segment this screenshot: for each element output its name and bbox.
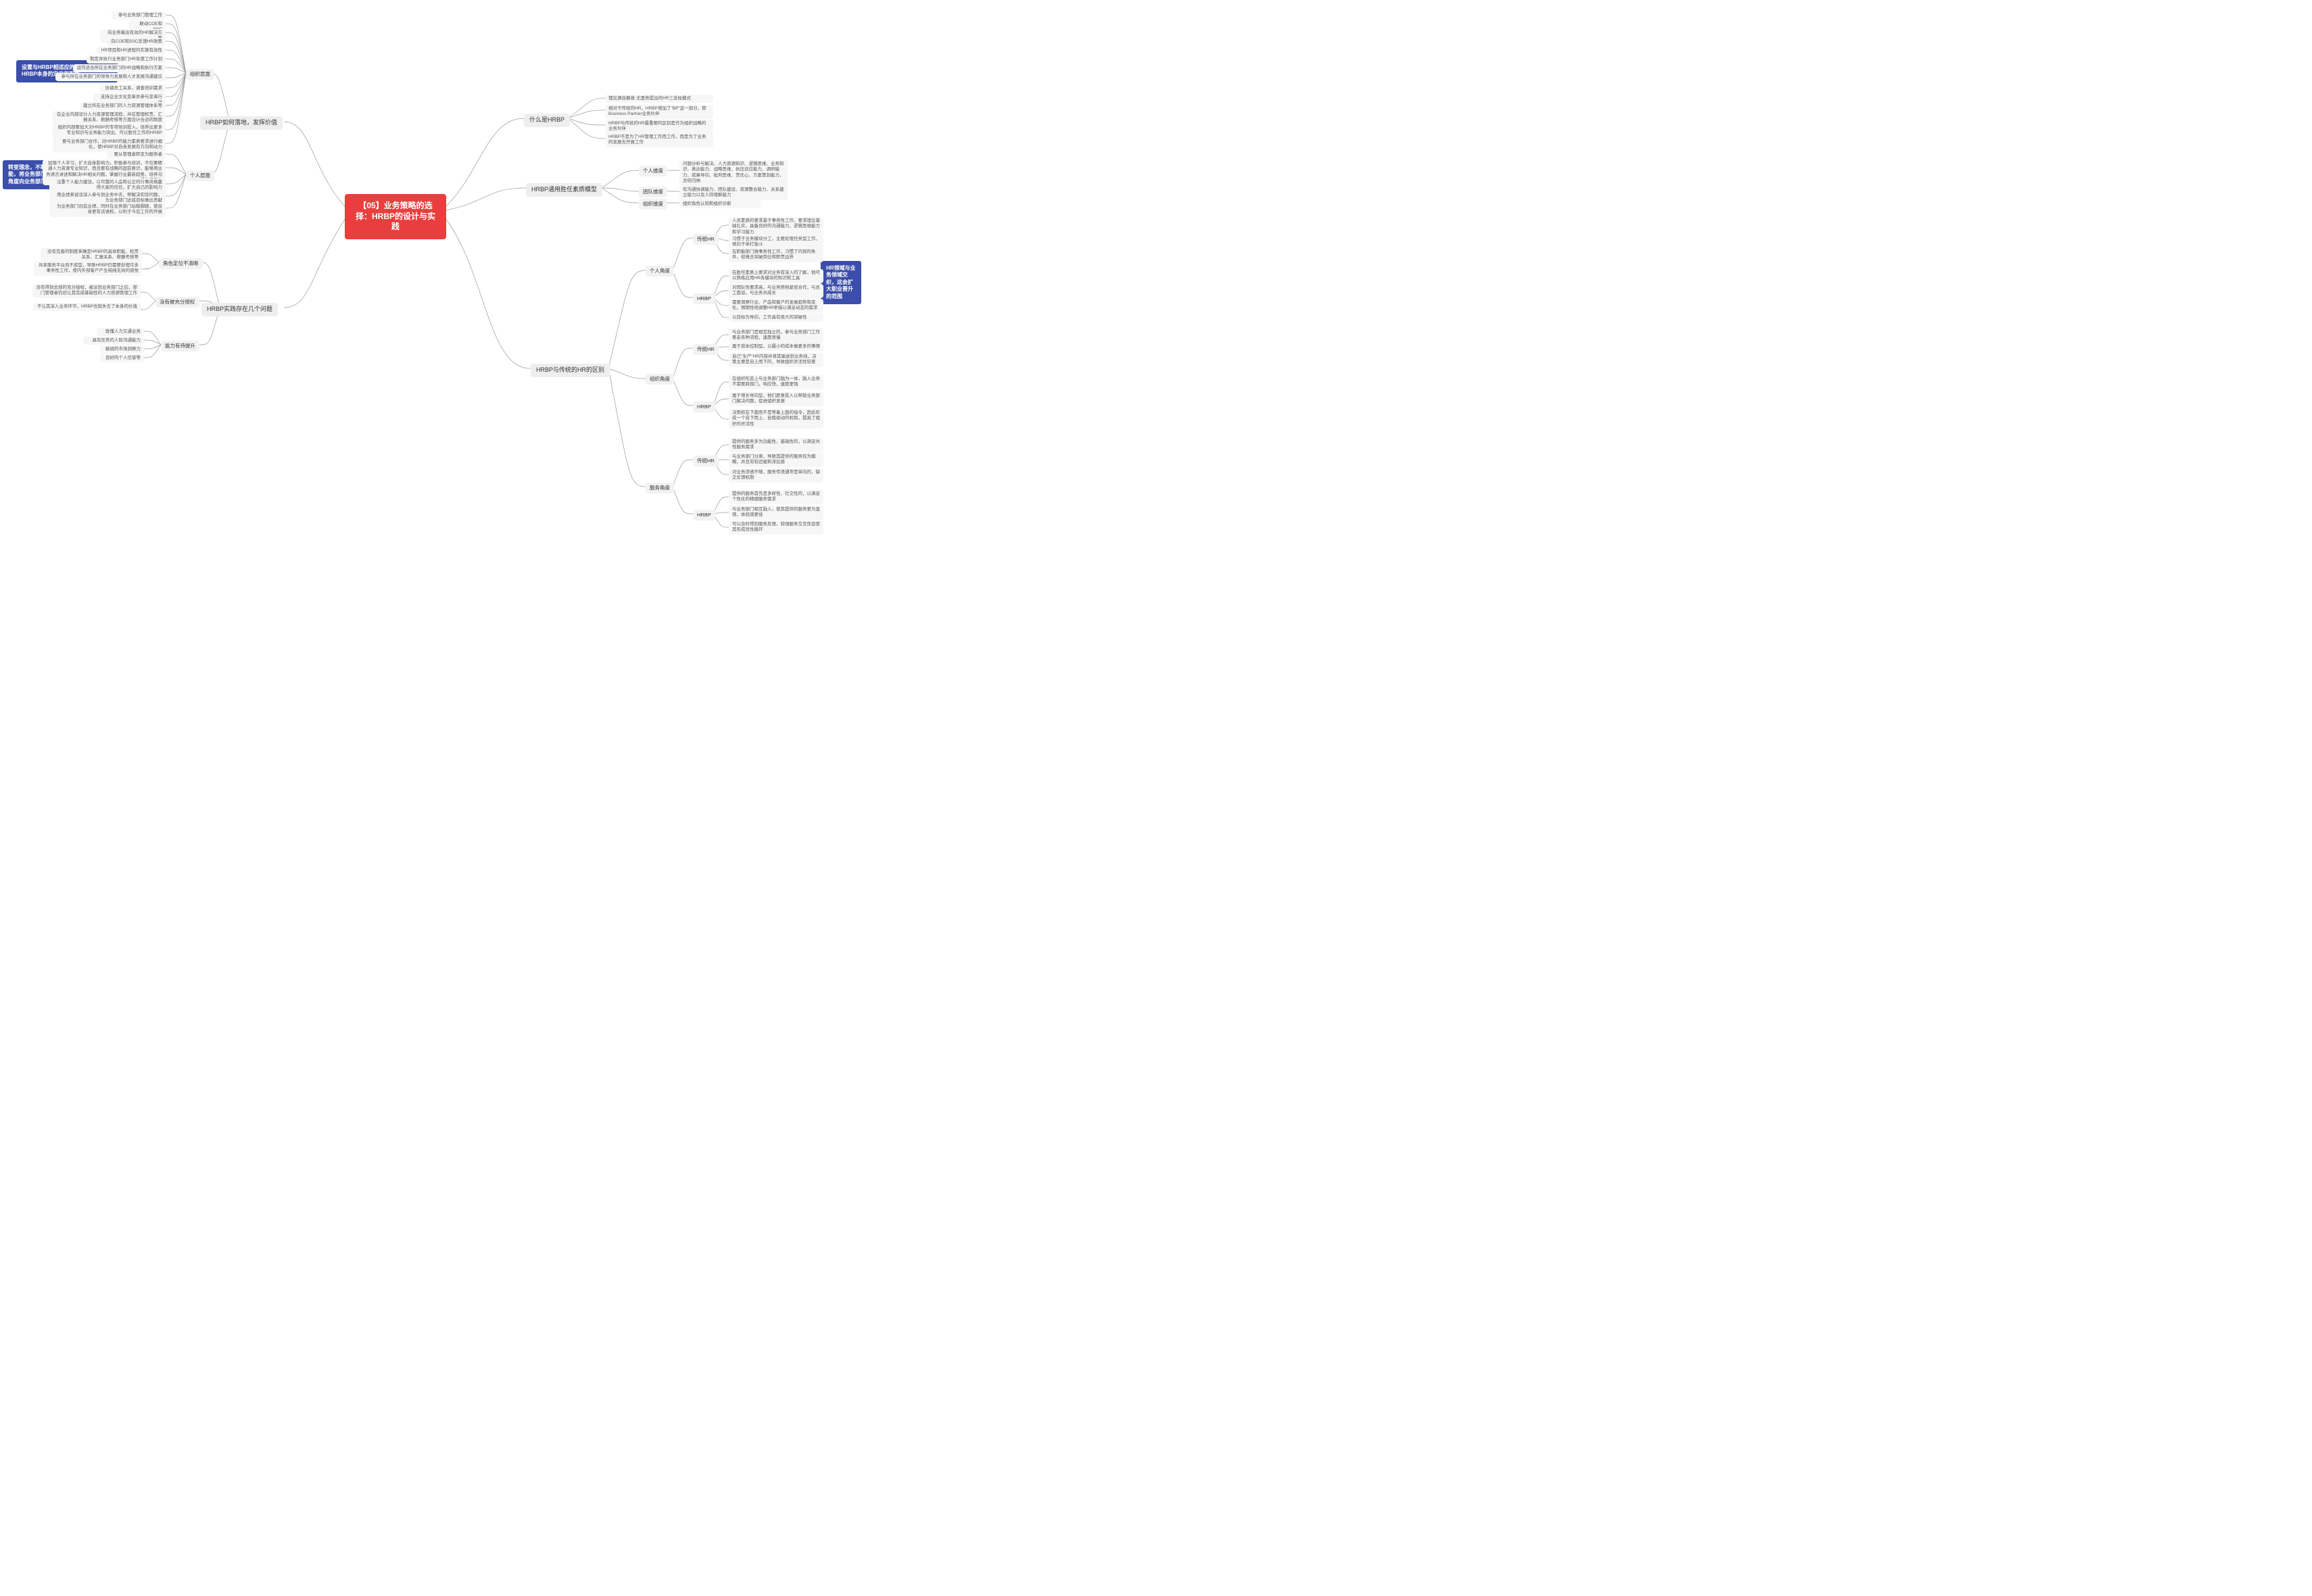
leaf: 习惯于业务模块分工，主要处理任务型工作，倾向于单打独斗 — [729, 235, 823, 249]
leaf: 提供的服务首先是多样性、社交性的，以满足个性化的精细服务需求 — [729, 490, 823, 504]
leaf: 与业务部门分离，导致其提供的服务较为模糊，并且有较迟缓和滞后感 — [729, 453, 823, 467]
sub-hrbp-3[interactable]: HRBP — [693, 510, 715, 521]
leaf: 与业务部门是相互独立的，参与业务部门工作要走各种流程，速度很慢 — [729, 329, 823, 343]
branch-hrbp-problems[interactable]: HRBP实践存在几个问题 — [201, 303, 278, 316]
leaf: 没有完善的制度来确定HRBP的具体职能、权责关系、汇报关系、薪酬考核等 — [41, 248, 142, 262]
leaf: 对团队性要求高，与业务搭档紧密合作，与员工面谈，与业务共成长 — [729, 284, 823, 298]
leaf: 没有得到总部的充分授权，被派到业务部门之后，部门管理者仍旧让其完成基础性的人力资… — [32, 284, 141, 298]
leaf: 属于成本控制型，以最小的成本做更多的事情 — [729, 343, 823, 351]
leaf: 组织角色认知和组织诊断 — [679, 200, 761, 208]
leaf: 决策权在下面而不是等着上面的指令，因此形成一个自下而上、自我驱动的机制，提高了组… — [729, 409, 823, 429]
leaf: 对业务渗透不够，服务传递通常是单向的，缺乏反馈机制 — [729, 468, 823, 483]
leaf: 为业务部门创造业绩，同时在业务部门站稳脚跟，使自身更有话语权，以利于今后工作的开… — [49, 203, 166, 217]
branch-what-is-hrbp[interactable]: 什么是HRBP — [524, 114, 570, 127]
sub-hrbp-1[interactable]: HRBP — [693, 293, 715, 304]
leaf: 良好的个人信誉等 — [100, 354, 144, 362]
leaf: 组织内部要加大对HRBP的专项培训投入，培养出更多专业知识与业务能力突出、可以胜… — [53, 124, 166, 138]
leaf: HR项目和HR进程的实施有效性 — [97, 47, 166, 55]
leaf: 可以及时得到服务反馈，较强服务交互性促使其形成良性循环 — [729, 521, 823, 535]
sub-trad-hr-2[interactable]: 传统HR — [693, 344, 719, 355]
leaf: 自己"生产"HR内容并将其输送到业务线，决策主要是自上而下的，导致组织灵活性较差 — [729, 353, 823, 367]
leaf: 在组织形态上与业务部门融为一体，融入业务不需要跨部门，响应快，速度更强 — [729, 375, 823, 389]
leaf: 有沟通协调能力、团队建设、资源整合能力、关系建立能力以及人际理解能力 — [679, 186, 788, 200]
leaf: 人员素质的要求基于事务性工作，要求理论基础扎实，具备良好的沟通能力、逻辑思维能力… — [729, 217, 823, 237]
leaf: 参与业务部门管理工作 — [112, 11, 166, 20]
root-title: 【05】业务策略的选择：HRBP的设计与实践 — [356, 201, 435, 231]
leaf: 参与所在业务部门的领导力发展和人才发展沟通建议 — [55, 73, 166, 81]
leaf: 在胜任素质上要求对业务有深入的了解，他可以熟练应用HR各模块的知识和工具 — [729, 269, 823, 283]
sub-service-angle[interactable]: 服务角度 — [646, 483, 674, 493]
leaf: 协调员工关系，调查培训需求 — [100, 84, 166, 93]
leaf: 注重个人能力建设，以可靠的人品和公正的行事风格赢得大家的信任，扩大自己的影响力 — [49, 178, 166, 193]
leaf: 问题分析与解决、人力资源知识、逻辑思维、业务知识、表达能力、战略思维、抗压适应能… — [679, 160, 788, 186]
leaf: 理论源自戴维·尤里奇提出的HR三支柱模式 — [605, 95, 713, 103]
leaf: 要从管理者转变为服务者 — [107, 151, 166, 159]
leaf: 不让其深入业务环节，HRBP也就失去了本身的价值 — [32, 303, 141, 311]
sub-org-angle[interactable]: 组织角度 — [646, 374, 674, 385]
leaf: 相对于传统的HR，HRBP增加了"BP"这一部分，即Business Partn… — [605, 105, 713, 119]
sub-personal-angle[interactable]: 个人角度 — [646, 266, 674, 276]
leaf: 共享服务平台尚不成型，导致HRBP仍需要处理许多事务性工作，使内外部客户产生纯纯… — [34, 262, 142, 276]
sub-not-authorized[interactable]: 没有被充分授权 — [155, 297, 199, 308]
sub-org-level[interactable]: 组织层面 — [186, 69, 214, 80]
sub-capability[interactable]: 能力有待提升 — [161, 341, 199, 352]
sub-personal-level[interactable]: 个人层面 — [186, 170, 214, 181]
leaf: 运作适合所在业务部门的HR战略和执行方案 — [73, 64, 166, 72]
sub-trad-hr-1[interactable]: 传统HR — [693, 234, 719, 245]
branch-hrbp-landing[interactable]: HRBP如何落地，发挥价值 — [200, 116, 283, 130]
sub-hrbp-2[interactable]: HRBP — [693, 402, 715, 412]
leaf: 提供的服务多为功能性、基础性的，以满足共性服务需求 — [729, 438, 823, 452]
leaf: HRBP不是为了HR管理工作而工作，而是为了业务的发展去开展工作 — [605, 133, 713, 147]
leaf: 在职能部门做事务性工作，习惯了内部的条件，很难去突破岗位和职责边界 — [729, 248, 823, 262]
leaf: HRBP与传统的HR最重要的区别是作为组织战略的业务伙伴 — [605, 120, 713, 134]
leaf: 向COE和SSC反馈HR政策 — [107, 38, 166, 46]
sub-role-unclear[interactable]: 角色定位不清晰 — [159, 258, 203, 269]
leaf: 要与业务部门合作，对HRBP的能力素质要求进行细化，使HRBP对自身发展有方向和… — [53, 138, 166, 152]
leaf: 具有优秀的人际沟通能力 — [83, 337, 144, 345]
leaf: 建立所在业务部门的人力资源管理体系等 — [80, 102, 166, 110]
sub-team-dimension[interactable]: 团队维度 — [639, 187, 667, 197]
leaf: 与业务部门相互融入，使其提供的服务更为直观，体验感更佳 — [729, 506, 823, 520]
leaf: 敏锐的市场洞察力 — [100, 345, 144, 354]
root-node[interactable]: 【05】业务策略的选择：HRBP的设计与实践 — [345, 194, 446, 239]
leaf: 在企业内部设计人力资源管理流程，并在管理权责、汇报关系、薪酬考核等方面设计合适的… — [53, 111, 166, 125]
branch-hrbp-vs-traditional[interactable]: HRBP与传统的HR的区别 — [531, 364, 610, 377]
leaf: 既懂人力又通业务 — [97, 328, 144, 336]
sub-trad-hr-3[interactable]: 传统HR — [693, 456, 719, 466]
leaf: 需要洞察行业、产品和客户的发展趋势和变化，预期性地调整HR举措以满足动态的需求 — [729, 299, 823, 313]
branch-competency-model[interactable]: HRBP通用胜任素质模型 — [526, 183, 602, 197]
leaf: 制定并执行业务部门HR年度工作计划 — [87, 55, 166, 64]
sub-org-dimension[interactable]: 组织维度 — [639, 199, 667, 210]
callout-career-scope: HR领域与业务领域交织，这会扩大职业晋升的范围 — [821, 261, 861, 304]
sub-personal-dimension[interactable]: 个人维度 — [639, 166, 667, 176]
leaf: 以目标为导向，工作具有很大的突破性 — [729, 314, 823, 322]
leaf: 属于增长导向型，他们愿意投入以帮助业务部门解决问题，促进组织发展 — [729, 392, 823, 406]
